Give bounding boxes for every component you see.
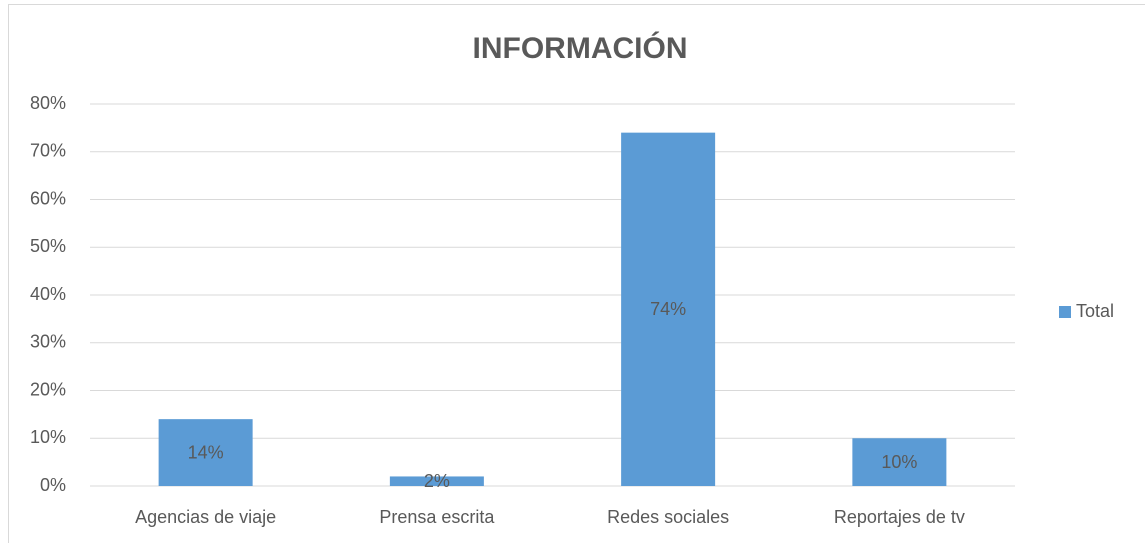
chart-frame <box>8 4 1145 543</box>
bar <box>621 132 716 486</box>
y-tick-label: 80% <box>30 93 66 113</box>
y-tick-label: 10% <box>30 427 66 447</box>
data-label: 14% <box>188 442 224 462</box>
y-tick-label: 0% <box>40 475 66 495</box>
chart-title: INFORMACIÓN <box>473 31 688 65</box>
x-tick-label: Redes sociales <box>607 507 729 527</box>
y-tick-label: 30% <box>30 332 66 352</box>
legend-label: Total <box>1076 301 1114 321</box>
bar <box>389 476 484 486</box>
data-label: 10% <box>881 452 917 472</box>
y-tick-label: 70% <box>30 141 66 161</box>
y-tick-label: 40% <box>30 284 66 304</box>
x-tick-label: Reportajes de tv <box>834 507 965 527</box>
bar <box>158 419 253 486</box>
data-label: 2% <box>424 471 450 491</box>
bar <box>852 438 947 486</box>
y-tick-label: 20% <box>30 379 66 399</box>
data-label: 74% <box>650 299 686 319</box>
x-tick-label: Agencias de viaje <box>135 507 276 527</box>
y-tick-label: 50% <box>30 236 66 256</box>
legend-swatch <box>1059 306 1071 318</box>
y-tick-label: 60% <box>30 188 66 208</box>
x-tick-label: Prensa escrita <box>379 507 495 527</box>
